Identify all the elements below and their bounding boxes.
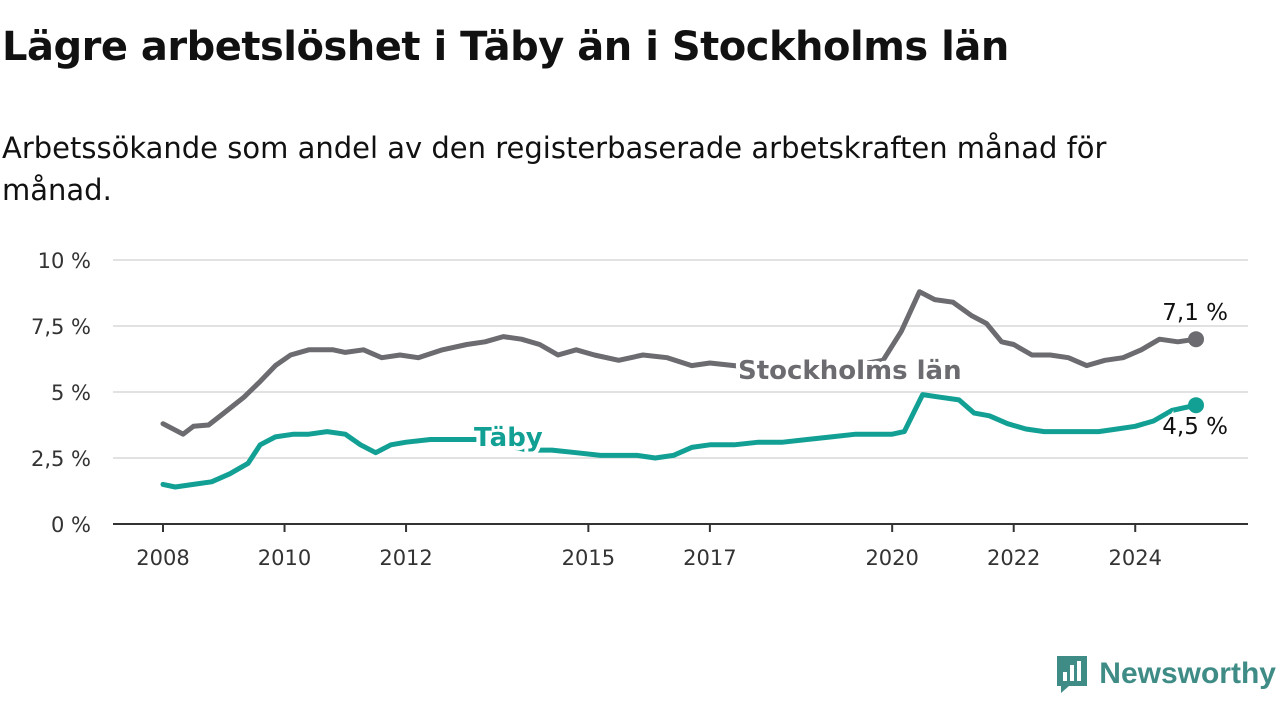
grid-layer: [113, 259, 1248, 459]
x-tick-label: 2008: [136, 546, 189, 570]
series-end-label-t-by: 4,5 %: [1162, 414, 1228, 440]
x-tick-label: 2024: [1109, 546, 1162, 570]
y-tick-label: 2,5 %: [31, 447, 91, 471]
newsworthy-logo-icon: [1057, 656, 1088, 693]
series-line-t-by: [160, 392, 1199, 490]
axis-layer: 0 % 2,5 % 5 % 7,5 % 10 % 2008 2010 2012 2015 2017…: [31, 249, 1248, 570]
series-layer: [160, 289, 1204, 490]
y-tick-label: 7,5 %: [31, 315, 91, 339]
x-tick-label: 2020: [865, 546, 918, 570]
chart-title: Lägre arbetslöshet i Täby än i Stockholm…: [2, 24, 1009, 70]
x-tick-label: 2022: [987, 546, 1040, 570]
series-end-point-t-by: [1188, 397, 1204, 414]
series-end-label-stockholms-l-n: 7,1 %: [1162, 300, 1228, 326]
x-tick-label: 2017: [683, 546, 736, 570]
brand-logo: Newsworthy: [1055, 654, 1276, 694]
series-line-stockholms-l-n: [160, 289, 1199, 437]
series-end-point-stockholms-l-n: [1188, 331, 1204, 348]
x-tick-label: 2012: [379, 546, 432, 570]
series-label-stockholms-l-n: Stockholms län: [738, 356, 962, 386]
x-tick-label: 2015: [562, 546, 615, 570]
y-tick-label: 0 %: [51, 513, 91, 537]
y-tick-label: 10 %: [38, 249, 91, 273]
y-tick-label: 5 %: [51, 381, 91, 405]
chart-subtitle: Arbetssökande som andel av den registerb…: [2, 131, 1107, 207]
brand-name: Newsworthy: [1099, 657, 1276, 690]
label-layer: Stockholms län 7,1 % Täby 4,5 %: [470, 298, 1231, 458]
series-label-t-by: Täby: [474, 423, 543, 453]
x-tick-label: 2010: [258, 546, 311, 570]
